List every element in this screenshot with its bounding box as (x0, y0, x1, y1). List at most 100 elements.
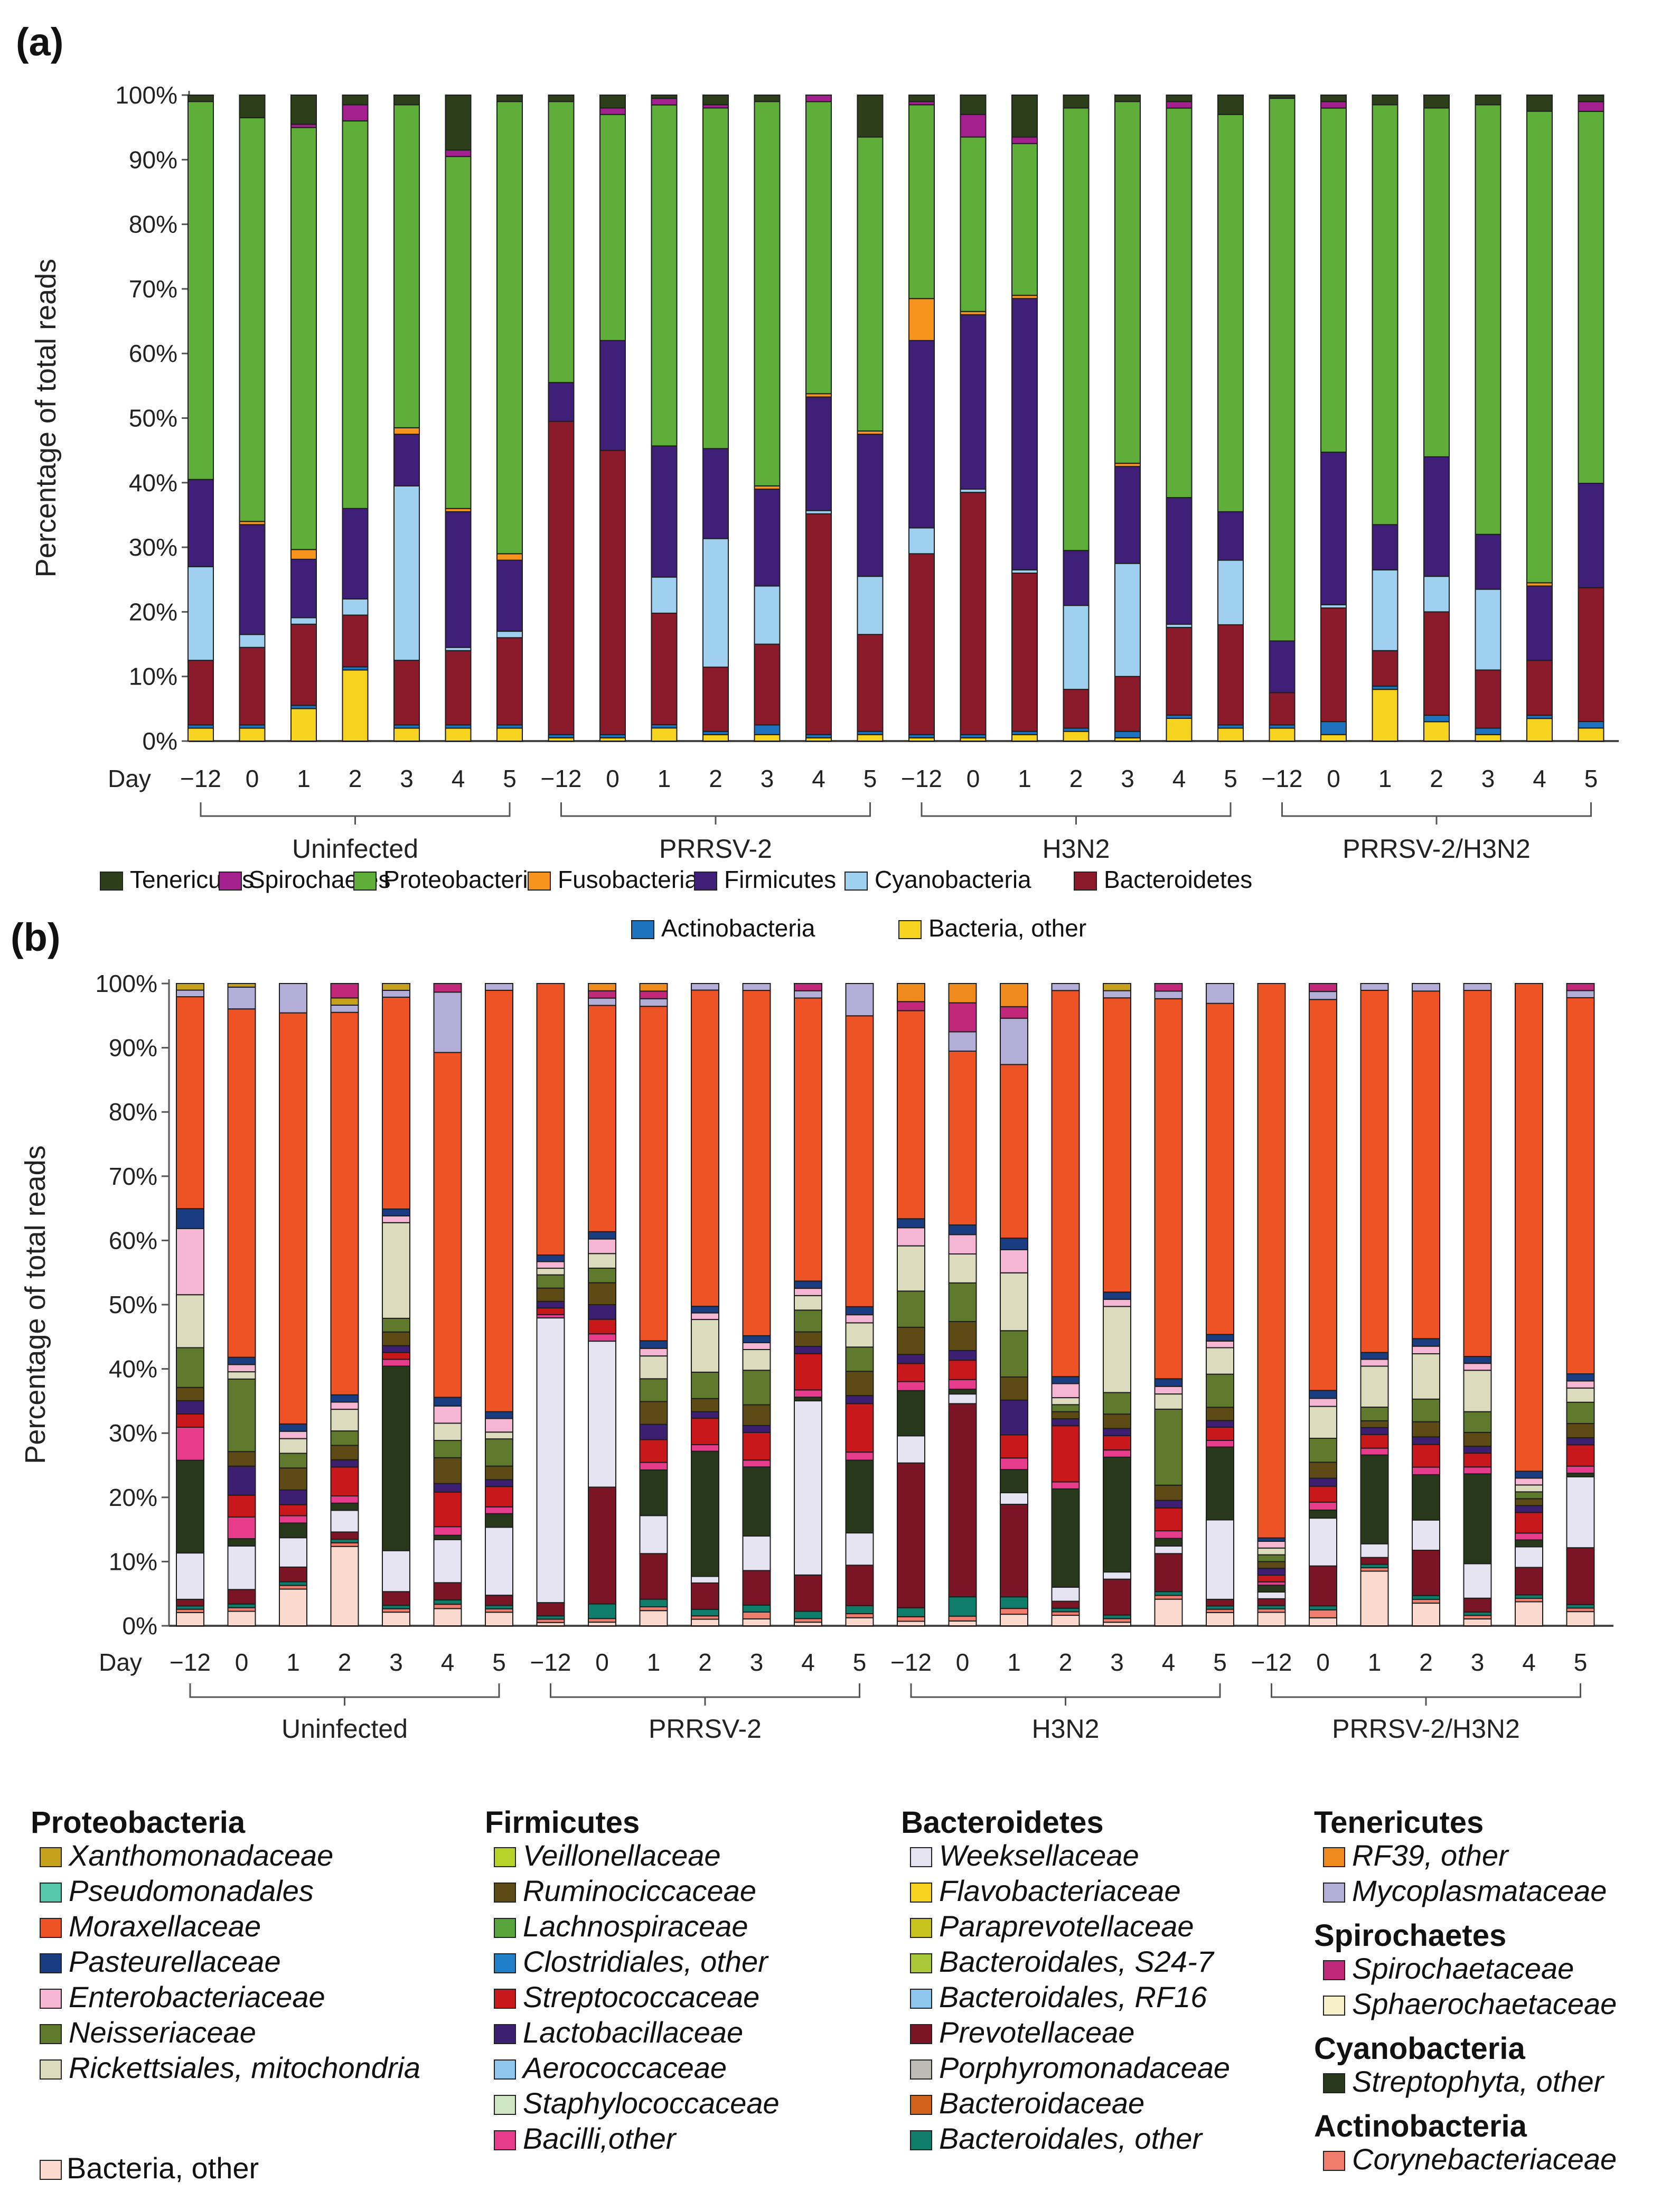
panel-a-segment-bacteroidetes (445, 650, 472, 726)
panel-a-group-label: H3N2 (1043, 834, 1110, 864)
panel-b-y-tick-label: 100% (95, 970, 157, 997)
panel-b-segment-mycoplasmataceae (1412, 983, 1440, 992)
panel-b-segment-bacilli-other (691, 1444, 719, 1452)
panel-b-bar (1412, 983, 1440, 1626)
panel-b-segment-streptophyta-other (1257, 1585, 1286, 1593)
panel-a-day-tick-label: 1 (297, 765, 311, 792)
panel-b-segment-rickettsiales-mitochondria (330, 1409, 359, 1432)
panel-b-segment-bacilli-other (1515, 1532, 1543, 1541)
panel-b-y-tick-label: 20% (109, 1484, 157, 1511)
panel-b-segment-bacteria-other (382, 1612, 410, 1627)
legend-b-swatch-corynebacteriaceae (1323, 2151, 1345, 2171)
panel-b-segment-neisseriaceae (1412, 1398, 1440, 1422)
panel-b-segment-ruminococcaceae (1206, 1407, 1234, 1421)
panel-b-segment-streptococcaceae (897, 1363, 925, 1382)
panel-b-segment-rickettsiales-mitochondria (794, 1295, 822, 1311)
panel-a-legend-swatch-tenericutes (100, 872, 123, 891)
panel-b-segment-pasteurellaceae (845, 1306, 874, 1316)
panel-b-segment-prevotellaceae (1000, 1503, 1028, 1598)
panel-b-day-tick-label: 1 (1007, 1649, 1021, 1676)
panel-b-segment-ruminococcaceae (742, 1404, 771, 1426)
panel-a-day-tick-label: 0 (246, 765, 259, 792)
panel-b-segment-weeksellaceae (1000, 1492, 1028, 1505)
panel-b-segment-moraxellaceae (742, 990, 771, 1336)
legend-b-label-paraprevotellaceae: Paraprevotellaceae (939, 1909, 1194, 1943)
panel-a-segment-spirochaetes (599, 107, 626, 115)
panel-a-segment-tenericutes (1063, 95, 1090, 109)
panel-a-day-tick-label: −12 (1261, 765, 1302, 792)
panel-b-segment-prevotellaceae (845, 1565, 874, 1606)
panel-a-segment-bacteroidetes (1372, 650, 1399, 687)
panel-b-segment-weeksellaceae (536, 1317, 565, 1604)
panel-a-bar (754, 95, 781, 742)
panel-b-segment-weeksellaceae (845, 1532, 874, 1566)
panel-a-segment-bacteria-other (1063, 731, 1090, 742)
panel-b-segment-ruminococcaceae (279, 1467, 307, 1491)
panel-a-segment-firmicutes (290, 558, 317, 619)
panel-b-segment-bacteroidales-other (845, 1605, 874, 1615)
panel-a-segment-bacteroidetes (239, 647, 266, 726)
panel-b-segment-enterobacteriaceae (1463, 1363, 1492, 1371)
panel-a-segment-cyanobacteria (393, 485, 420, 661)
panel-b-segment-ruminococcaceae (1051, 1411, 1080, 1419)
legend-b-swatch-pseudomonadales (40, 1883, 62, 1903)
panel-a-day-tick-label: −12 (540, 765, 581, 792)
panel-b-segment-bacilli-other (1309, 1501, 1337, 1511)
panel-b-segment-streptococcaceae (330, 1466, 359, 1497)
panel-a-segment-spirochaetes (651, 98, 678, 106)
panel-b-group-label: Uninfected (281, 1714, 408, 1744)
panel-b-segment-streptococcaceae (1515, 1512, 1543, 1534)
panel-b-segment-corynebacteriaceae (227, 1607, 256, 1612)
panel-b-segment-prevotellaceae (1412, 1549, 1440, 1596)
panel-b-segment-ruminococcaceae (1154, 1484, 1183, 1501)
panel-a-segment-bacteroidetes (1114, 676, 1141, 732)
panel-b-segment-pasteurellaceae (742, 1335, 771, 1343)
panel-a-segment-tenericutes (599, 95, 626, 109)
panel-b-segment-bacilli-other (897, 1381, 925, 1391)
panel-b-segment-streptococcaceae (794, 1353, 822, 1391)
legend-b-label-aerococcaceae: Aerococcaceae (521, 2051, 727, 2084)
panel-a-segment-bacteria-other (290, 708, 317, 742)
panel-b-segment-streptophyta-other (485, 1513, 513, 1528)
panel-b-segment-weeksellaceae (382, 1550, 410, 1593)
panel-b-segment-mycoplasmataceae (1206, 983, 1234, 1004)
panel-a-bar (1114, 95, 1141, 742)
legend-b-label-clostridiales-other: Clostridiales, other (523, 1945, 769, 1978)
legend-b-heading-proteobacteria: Proteobacteria (31, 1805, 246, 1840)
panel-b-bar (1360, 983, 1389, 1627)
panel-b-segment-mycoplasmataceae (1309, 991, 1337, 1000)
panel-b-y-tick-label: 80% (109, 1098, 157, 1126)
panel-b-segment-bacteria-other (1206, 1612, 1234, 1626)
panel-a-y-tick-label: 80% (129, 211, 177, 238)
panel-b-segment-ruminococcaceae (1360, 1420, 1389, 1428)
panel-a-segment-cyanobacteria (290, 617, 317, 625)
panel-a-segment-tenericutes (754, 95, 781, 102)
panel-b-segment-ruminococcaceae (485, 1465, 513, 1481)
panel-b-segment-weeksellaceae (1309, 1518, 1337, 1567)
legend-b-label-staphylococcaceae: Staphylococcaceae (523, 2086, 780, 2120)
panel-b-segment-bacteria-other (176, 1612, 204, 1626)
legend-b-label-bacteroidales-s24-7: Bacteroidales, S24-7 (939, 1945, 1215, 1978)
panel-b-segment-bacilli-other (1206, 1439, 1234, 1448)
panel-b-segment-prevotellaceae (1309, 1565, 1337, 1607)
panel-a-segment-proteobacteria (754, 101, 781, 486)
panel-b-group-label: PRRSV-2/H3N2 (1332, 1714, 1520, 1744)
panel-b-segment-prevotellaceae (176, 1598, 204, 1607)
panel-b-day-tick-label: 4 (1522, 1649, 1536, 1676)
panel-a-segment-spirochaetes (960, 114, 987, 138)
panel-a-segment-bacteroidetes (1063, 689, 1090, 729)
panel-a-segment-tenericutes (1011, 95, 1038, 138)
panel-b-bar (588, 983, 616, 1626)
panel-a-segment-proteobacteria (960, 136, 987, 312)
panel-b-segment-prevotellaceae (382, 1591, 410, 1606)
legend-b-swatch-rickettsiales-mitochondria (40, 2059, 62, 2080)
legend-b-swatch-clostridiales-other (494, 1953, 516, 1973)
panel-a-group-label: PRRSV-2/H3N2 (1343, 834, 1531, 864)
panel-b-segment-pasteurellaceae (485, 1411, 513, 1419)
panel-b-day-tick-label: 0 (595, 1649, 609, 1676)
panel-b-segment-enterobacteriaceae (1566, 1380, 1595, 1389)
legend-b-label-rickettsiales-mitochondria: Rickettsiales, mitochondria (69, 2051, 420, 2084)
panel-b-bar (1566, 983, 1595, 1626)
panel-a-day-tick-label: 1 (1018, 765, 1031, 792)
panel-a-segment-tenericutes (651, 95, 678, 99)
